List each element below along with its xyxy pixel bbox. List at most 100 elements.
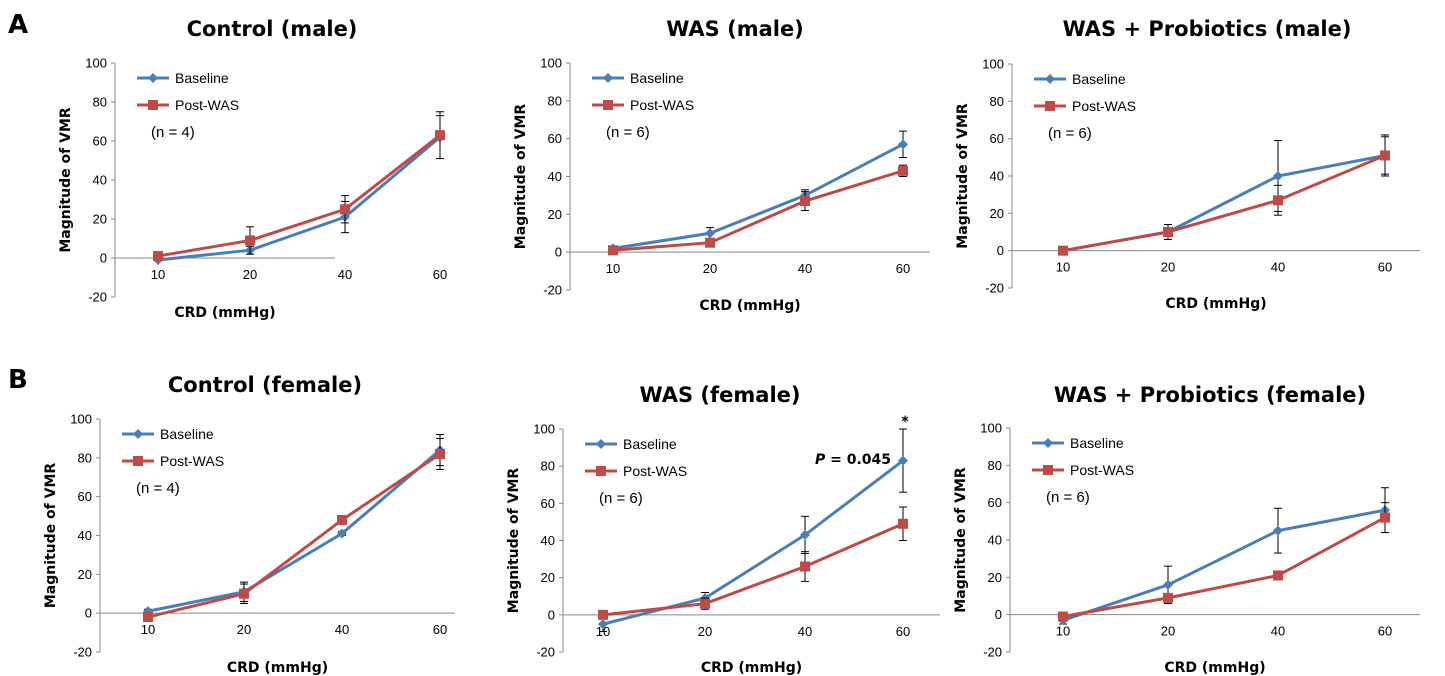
series-line-post-was — [1062, 154, 1386, 253]
data-point-post-was — [1380, 150, 1390, 161]
data-point-post-was — [435, 130, 445, 141]
y-tick-label: 20 — [93, 212, 107, 227]
y-tick-label: 80 — [990, 94, 1004, 109]
series-line-baseline — [612, 143, 904, 250]
legend-marker-baseline — [148, 73, 158, 83]
data-point-baseline — [337, 528, 347, 539]
y-tick-label: 100 — [533, 422, 555, 437]
series-line-baseline — [602, 459, 904, 626]
data-point-post-was — [1273, 195, 1283, 206]
y-tick-label: 40 — [78, 528, 92, 543]
data-point-baseline — [898, 455, 908, 466]
chart-title: Control (male) — [187, 17, 358, 41]
data-point-post-was — [898, 165, 908, 176]
sample-size-note: (n = 6) — [1048, 125, 1092, 142]
y-tick-label: -20 — [983, 645, 1002, 660]
y-tick-label: 20 — [548, 207, 562, 222]
y-tick-label: 20 — [990, 206, 1004, 221]
y-axis-title: Magnitude of VMR — [43, 463, 59, 609]
legend-label: Baseline — [175, 70, 229, 86]
data-point-baseline — [1273, 525, 1283, 536]
sample-size-note: (n = 4) — [136, 480, 180, 497]
data-point-post-was — [239, 588, 249, 599]
data-point-post-was — [1058, 245, 1068, 256]
chart-6: WAS + Probiotics (female) -20 0 20 40 60 80 100… — [953, 383, 1420, 676]
y-axis-title: Magnitude of VMR — [58, 107, 74, 253]
x-tick-label: 60 — [896, 261, 910, 276]
series-line-baseline — [147, 448, 441, 613]
legend-label: Baseline — [623, 436, 677, 452]
legend-marker-baseline — [1043, 438, 1053, 448]
y-tick-label: 40 — [548, 169, 562, 184]
x-tick-label: 10 — [1056, 260, 1070, 275]
series-line-baseline — [1062, 508, 1386, 622]
data-point-baseline — [598, 619, 608, 630]
y-tick-label: -20 — [73, 645, 92, 660]
x-tick-label: 20 — [237, 622, 251, 637]
legend-marker-post-was — [596, 466, 606, 476]
y-tick-label: -20 — [536, 645, 555, 660]
y-tick-label: 60 — [93, 134, 107, 149]
y-tick-label: 100 — [980, 421, 1002, 436]
legend-marker-baseline — [603, 73, 613, 83]
y-tick-label: 100 — [85, 56, 107, 71]
panel-label-a: A — [8, 10, 28, 40]
data-point-post-was — [143, 612, 153, 623]
x-tick-label: 40 — [798, 261, 812, 276]
legend-marker-baseline — [1045, 74, 1055, 84]
y-axis-title: Magnitude of VMR — [506, 468, 522, 614]
x-tick-label: 40 — [1271, 260, 1285, 275]
y-tick-label: 60 — [990, 131, 1004, 146]
legend-marker-post-was — [148, 100, 158, 110]
y-tick-label: 20 — [988, 570, 1002, 585]
sample-size-note: (n = 4) — [151, 124, 195, 141]
p-value-annotation: P = 0.045 — [815, 452, 891, 468]
y-tick-label: -20 — [88, 290, 107, 305]
chart-title: Control (female) — [168, 373, 362, 397]
y-tick-label: 0 — [995, 607, 1002, 622]
legend-marker-post-was — [1043, 465, 1053, 475]
x-tick-label: 10 — [151, 267, 165, 282]
sample-size-note: (n = 6) — [606, 124, 650, 141]
data-point-post-was — [800, 196, 810, 207]
x-tick-label: 20 — [698, 624, 712, 639]
x-tick-label: 10 — [141, 622, 155, 637]
legend-label: Baseline — [1070, 435, 1124, 451]
series-line-baseline — [1062, 153, 1386, 253]
data-point-post-was — [1273, 570, 1283, 581]
data-point-post-was — [340, 204, 350, 215]
data-point-post-was — [1163, 592, 1173, 603]
y-tick-label: 100 — [540, 56, 562, 71]
chart-title: WAS (male) — [666, 17, 804, 41]
legend-marker-baseline — [133, 429, 143, 439]
x-tick-label: 40 — [798, 624, 812, 639]
y-tick-label: 40 — [990, 169, 1004, 184]
data-point-baseline — [898, 139, 908, 150]
x-tick-label: 60 — [1378, 260, 1392, 275]
y-tick-label: 60 — [548, 131, 562, 146]
series-line-post-was — [157, 133, 441, 258]
legend-label: Post-WAS — [623, 463, 687, 479]
data-point-post-was — [153, 251, 163, 262]
x-tick-label: 10 — [1056, 624, 1070, 639]
y-tick-label: 80 — [541, 459, 555, 474]
data-point-post-was — [700, 598, 710, 609]
x-tick-label: 10 — [606, 261, 620, 276]
x-tick-label: 60 — [433, 267, 447, 282]
x-tick-label: 20 — [703, 261, 717, 276]
y-tick-label: 0 — [548, 607, 555, 622]
chart-4: Control (female) -20 0 20 40 60 80 100 10 20 40 60 C… — [43, 373, 455, 676]
y-tick-label: 0 — [997, 243, 1004, 258]
series-line-post-was — [612, 169, 904, 252]
chart-title: WAS (female) — [640, 383, 801, 407]
y-tick-label: 0 — [555, 245, 562, 260]
x-tick-label: 60 — [1378, 624, 1392, 639]
x-axis-title: CRD (mmHg) — [227, 660, 328, 676]
data-point-post-was — [337, 514, 347, 525]
x-axis-title: CRD (mmHg) — [1165, 296, 1266, 312]
chart-2: WAS (male) -20 0 20 40 60 80 100 10 20 40 60 CRD (mm… — [513, 17, 930, 314]
